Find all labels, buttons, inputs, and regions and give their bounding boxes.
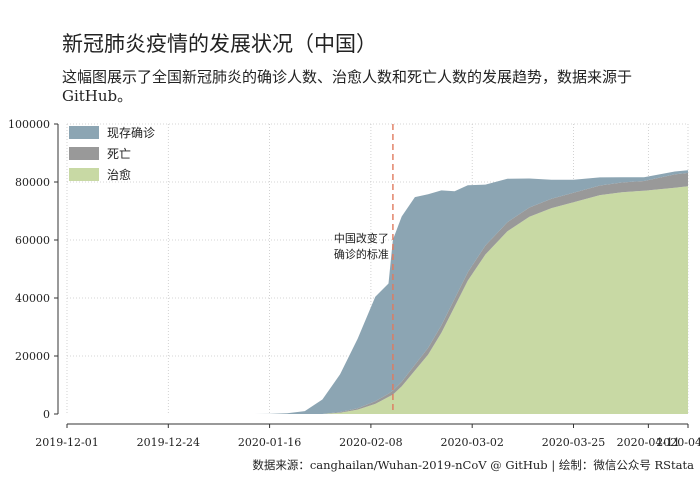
y-tick-label: 60000 — [15, 234, 50, 247]
y-tick-label: 80000 — [15, 176, 50, 189]
legend-label: 现存确诊 — [107, 126, 155, 140]
axes — [54, 123, 689, 428]
y-tick-label: 40000 — [15, 292, 50, 305]
area-治愈 — [67, 186, 688, 414]
annotation-line-2: 确诊的标准 — [334, 247, 389, 261]
x-tick-label: 2020-02-08 — [339, 436, 402, 449]
legend-swatch — [69, 126, 99, 139]
legend-swatch — [69, 168, 99, 181]
area-series — [67, 170, 688, 414]
x-tick-label: 2020-03-02 — [440, 436, 503, 449]
y-tick-label: 0 — [43, 408, 50, 421]
legend-label: 死亡 — [107, 147, 131, 161]
chart-subtitle: 这幅图展示了全国新冠肺炎的确诊人数、治愈人数和死亡人数的发展趋势，数据来源于 G… — [62, 68, 633, 105]
chart-caption: 数据来源：canghailan/Wuhan-2019-nCoV @ GitHub… — [252, 458, 694, 472]
x-tick-label: 2020-03-25 — [542, 436, 605, 449]
legend-label: 治愈 — [107, 167, 131, 182]
x-tick-label: 2020-04-11 — [617, 436, 680, 449]
x-tick-label: 2019-12-01 — [35, 436, 98, 449]
area-现存确诊 — [67, 170, 688, 414]
y-tick-label: 100000 — [8, 118, 50, 131]
annotation-line-1: 中国改变了 — [334, 231, 389, 245]
chart-title: 新冠肺炎疫情的发展状况（中国） — [62, 32, 377, 56]
y-tick-label: 20000 — [15, 350, 50, 363]
legend-swatch — [69, 147, 99, 160]
x-tick-label: 2019-12-24 — [137, 436, 200, 449]
x-tick-label: 2020-01-16 — [238, 436, 301, 449]
tick-labels: 0 20000 40000 60000 80000 100000 2019-12-01 201… — [8, 118, 700, 449]
x-tick-label: 2020-04-20 — [656, 436, 700, 449]
